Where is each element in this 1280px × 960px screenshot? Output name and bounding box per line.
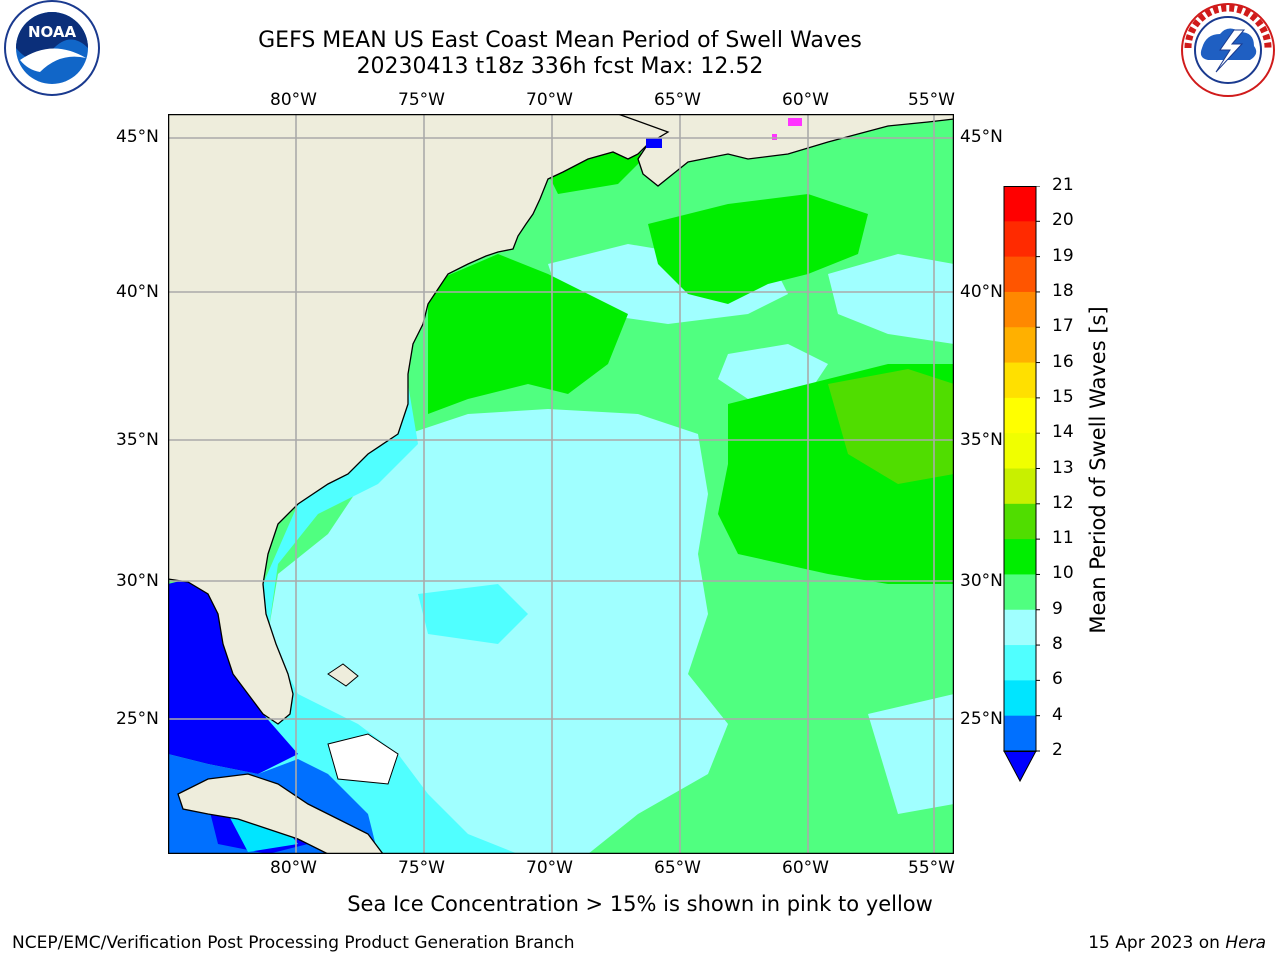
colorbar-tick-label: 20 (1052, 210, 1074, 231)
colorbar-segment (1004, 291, 1036, 328)
sea-ice-caption: Sea Ice Concentration > 15% is shown in … (347, 892, 933, 916)
lon-label-bottom: 55°W (908, 858, 955, 878)
lat-label-right: 35°N (960, 430, 1003, 450)
lat-label-left: 40°N (116, 282, 159, 302)
colorbar-segment (1004, 468, 1036, 505)
lon-label-top: 75°W (398, 90, 445, 110)
land-canada (617, 114, 954, 187)
lat-label-left: 30°N (116, 571, 159, 591)
colorbar-tick-label: 9 (1052, 598, 1063, 619)
lat-label-left: 25°N (116, 709, 159, 729)
colorbar-tick-label: 17 (1052, 316, 1074, 337)
colorbar-tick-label: 19 (1052, 245, 1074, 266)
colorbar-segment (1004, 221, 1036, 258)
sea-ice-patch (788, 118, 802, 126)
colorbar-segment (1004, 397, 1036, 434)
colorbar-segment (1004, 327, 1036, 364)
svg-text:NOAA: NOAA (28, 23, 77, 41)
swell-zone-6-8 (248, 384, 518, 854)
colorbar-tick-label: 6 (1052, 669, 1063, 690)
lon-label-top: 70°W (526, 90, 573, 110)
chart-title: GEFS MEAN US East Coast Mean Period of S… (258, 28, 862, 53)
colorbar-segment (1004, 715, 1036, 752)
lon-label-top: 60°W (782, 90, 829, 110)
colorbar-segment (1004, 503, 1036, 540)
colorbar-tick-label: 18 (1052, 280, 1074, 301)
colorbar-segment (1004, 539, 1036, 575)
land-bahamas (327, 663, 359, 687)
lat-label-right: 40°N (960, 282, 1003, 302)
colorbar-tick-labels: 2 4 6 8 9 10 11 12 13 14 15 16 17 18 19 20 21 (1052, 0, 1112, 960)
colorbar-tick-label: 13 (1052, 457, 1074, 478)
colorbar-label: Mean Period of Swell Waves [s] (1086, 306, 1110, 634)
sea-ice-patch-small (772, 134, 777, 140)
colorbar-tick-label: 8 (1052, 634, 1063, 655)
lon-label-top: 65°W (654, 90, 701, 110)
sea-ice-patch-blue (646, 138, 662, 148)
lon-label-bottom: 75°W (398, 858, 445, 878)
land-cuba (177, 773, 384, 854)
swell-patch-8-9-southeast (868, 694, 954, 814)
footer-host: Hera (1225, 933, 1266, 953)
colorbar-tick-label: 10 (1052, 563, 1074, 584)
graticule (168, 114, 954, 854)
colorbar-tick-label: 2 (1052, 740, 1063, 760)
lon-label-bottom: 80°W (270, 858, 317, 878)
colorbar-tick-label: 16 (1052, 351, 1074, 372)
land-us-east (168, 114, 689, 725)
land-bahamas-south (327, 733, 399, 785)
colorbar-tick-label: 4 (1052, 704, 1063, 725)
colorbar-tick-label: 14 (1052, 422, 1074, 443)
colorbar-tick-label: 15 (1052, 386, 1074, 407)
lat-label-right: 30°N (960, 571, 1003, 591)
colorbar-tick-label: 12 (1052, 492, 1074, 513)
swell-zone-11-12 (828, 369, 954, 484)
lon-label-top: 55°W (908, 90, 955, 110)
swell-zone-10-11-northeast (648, 194, 868, 304)
colorbar-segment (1004, 609, 1036, 646)
colorbar-segment (1004, 433, 1036, 469)
colorbar (1000, 185, 1042, 786)
swell-patch-8-9-mid (718, 344, 828, 399)
nws-logo (1176, 0, 1280, 100)
noaa-logo: NOAA (0, 0, 108, 100)
colorbar-tick-label: 11 (1052, 528, 1074, 549)
lon-label-bottom: 60°W (782, 858, 829, 878)
footer-date-text: 15 Apr 2023 on (1088, 933, 1226, 953)
lon-label-bottom: 70°W (526, 858, 573, 878)
colorbar-tick-label: 21 (1052, 175, 1074, 195)
colorbar-segment (1004, 362, 1036, 399)
colorbar-segment (1004, 256, 1036, 293)
lat-label-left: 45°N (116, 127, 159, 147)
map-panel (167, 113, 955, 855)
colorbar-underflow-triangle (1003, 750, 1037, 783)
swell-patch-6-8-mid (418, 584, 528, 644)
lat-label-left: 35°N (116, 430, 159, 450)
lon-label-top: 80°W (270, 90, 317, 110)
lon-label-bottom: 65°W (654, 858, 701, 878)
lat-label-right: 45°N (960, 127, 1003, 147)
colorbar-segment (1004, 645, 1036, 681)
colorbar-segment (1004, 186, 1036, 222)
swell-patch-8-9-east (828, 254, 954, 344)
lat-label-right: 25°N (960, 709, 1003, 729)
colorbar-segment (1004, 574, 1036, 611)
footer-date: 15 Apr 2023 on Hera (1088, 933, 1266, 953)
footer-credit: NCEP/EMC/Verification Post Processing Pr… (12, 933, 575, 953)
chart-subtitle: 20230413 t18z 336h fcst Max: 12.52 (356, 54, 764, 79)
swell-zone-10-11-north (428, 254, 628, 414)
colorbar-segment (1004, 680, 1036, 717)
